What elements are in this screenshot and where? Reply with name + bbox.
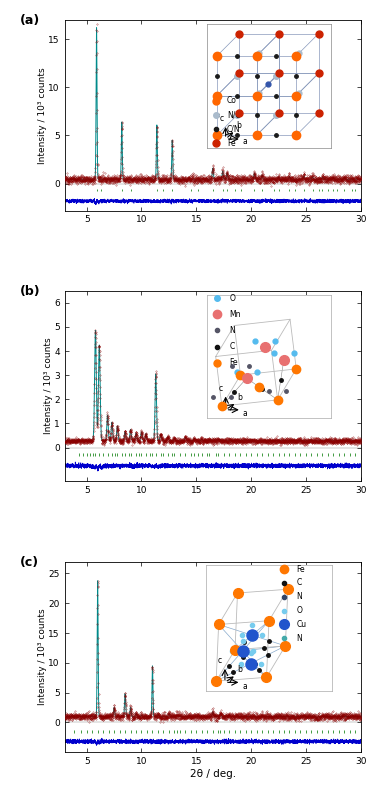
Y-axis label: Intensity / 10³ counts: Intensity / 10³ counts xyxy=(38,609,47,705)
Text: (c): (c) xyxy=(20,556,40,569)
Y-axis label: Intensity / 10³ counts: Intensity / 10³ counts xyxy=(44,338,53,435)
Text: (a): (a) xyxy=(20,14,41,27)
Text: (b): (b) xyxy=(20,285,41,298)
Y-axis label: Intensity / 10³ counts: Intensity / 10³ counts xyxy=(38,67,47,163)
X-axis label: 2θ / deg.: 2θ / deg. xyxy=(190,769,236,778)
